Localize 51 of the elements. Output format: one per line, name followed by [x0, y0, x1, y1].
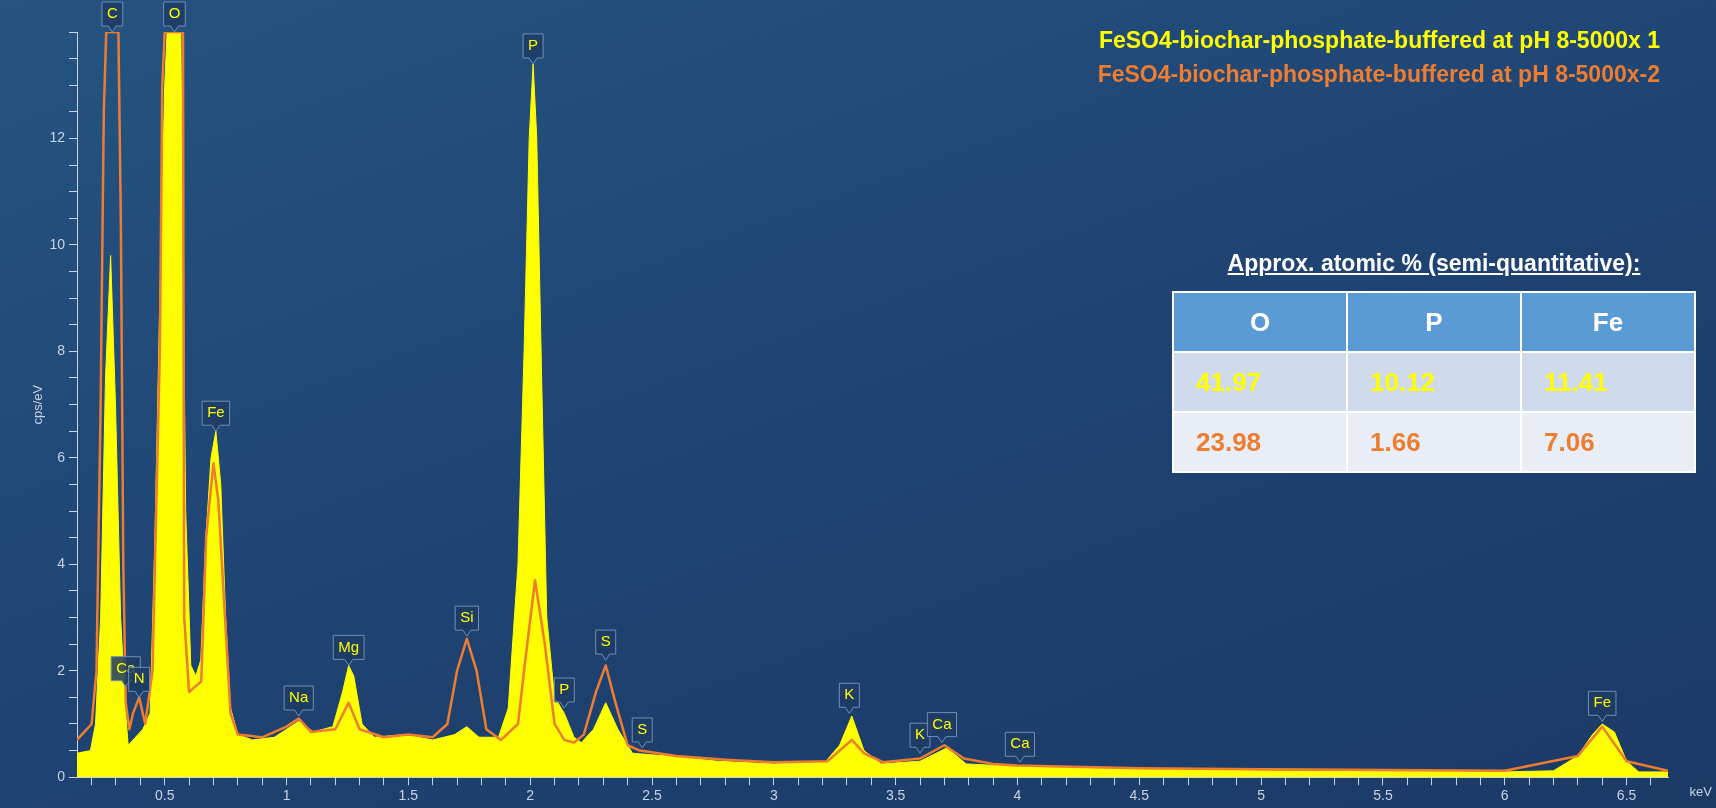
annotation: P	[528, 36, 539, 54]
annotation: S	[600, 632, 611, 650]
x-tick-label: 3	[769, 787, 778, 804]
data-label: 10.12	[1370, 366, 1436, 397]
y-axis-title: cps/eV	[29, 384, 45, 425]
data-label: 41.97	[1196, 366, 1262, 397]
y-tick-label: 12	[49, 129, 66, 146]
text: Approx. atomic % (semi-quantitative):	[1226, 250, 1642, 277]
x-tick-label: 2	[526, 787, 535, 804]
annotation: Mg	[338, 637, 360, 655]
y-tick-label: 0	[57, 768, 66, 785]
data-label: 23.98	[1196, 426, 1262, 457]
x-tick-label: 6	[1500, 787, 1509, 804]
y-tick-label: 2	[57, 661, 66, 678]
x-tick-label: 5.5	[1373, 787, 1393, 804]
annotation: Ca	[116, 658, 136, 676]
data-label: 7.06	[1544, 426, 1595, 457]
y-tick-label: 10	[49, 235, 66, 252]
y-tick-label: 4	[57, 555, 66, 572]
x-tick-label: 6.5	[1616, 787, 1637, 804]
category-label: O	[1173, 292, 1347, 352]
annotation: Fe	[207, 403, 225, 421]
annotation: Fe	[1593, 693, 1611, 711]
x-tick-label: 0.5	[154, 787, 175, 804]
annotation: K	[844, 685, 855, 703]
annotation: Ca	[1010, 734, 1031, 752]
x-tick-label: 1.5	[398, 787, 419, 804]
x-axis-title: keV	[1689, 784, 1713, 800]
annotation: K	[915, 725, 926, 743]
annotation: P	[559, 680, 570, 698]
x-tick-label: 2.5	[642, 787, 662, 804]
x-tick-label: 5	[1257, 787, 1266, 804]
y-tick-label: 6	[57, 448, 66, 465]
annotation: Na	[289, 688, 309, 706]
category-label: P	[1347, 292, 1521, 352]
data-label: 1.66	[1370, 426, 1421, 457]
data-label: 11.41	[1544, 366, 1608, 397]
text: FeSO4-biochar-phosphate-buffered at pH 8-5000x 1	[1098, 26, 1661, 53]
annotation: O	[168, 4, 181, 22]
x-tick-label: 1	[282, 787, 291, 804]
x-tick-label: 3.5	[885, 787, 906, 804]
annotation: Ca	[932, 714, 953, 732]
annotation: S	[637, 720, 648, 738]
y-tick-label: 8	[57, 342, 66, 359]
annotation: C	[106, 4, 118, 22]
x-tick-label: 4	[1013, 787, 1022, 804]
category-label: Fe	[1521, 292, 1695, 352]
annotation: Si	[460, 608, 474, 626]
annotation: N	[133, 669, 145, 687]
text: FeSO4-biochar-phosphate-buffered at pH 8-5000x-2	[1097, 60, 1660, 87]
x-tick-label: 4.5	[1129, 787, 1150, 804]
